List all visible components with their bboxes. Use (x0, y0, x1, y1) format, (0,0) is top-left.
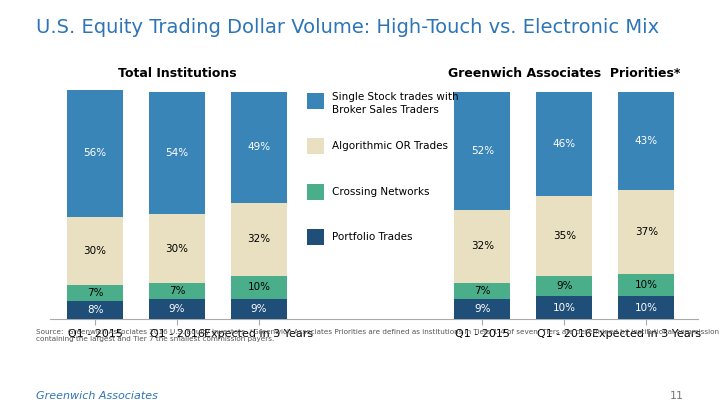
FancyBboxPatch shape (307, 138, 324, 154)
Bar (149, 283, 205, 299)
Text: 10%: 10% (553, 303, 576, 312)
Bar (454, 210, 510, 283)
Text: 43%: 43% (635, 136, 658, 146)
Text: 30%: 30% (84, 246, 107, 256)
Text: 35%: 35% (553, 231, 576, 241)
FancyBboxPatch shape (307, 229, 324, 245)
Bar (536, 92, 593, 196)
Bar (149, 214, 205, 283)
Text: 46%: 46% (553, 139, 576, 149)
FancyBboxPatch shape (307, 93, 324, 109)
Text: 32%: 32% (248, 234, 271, 245)
Text: Greenwich Associates: Greenwich Associates (36, 391, 158, 401)
Text: 7%: 7% (87, 288, 104, 298)
Text: Portfolio Trades: Portfolio Trades (332, 232, 413, 242)
Bar (67, 301, 123, 319)
Text: Algorithmic OR Trades: Algorithmic OR Trades (332, 142, 448, 151)
Text: 9%: 9% (556, 281, 572, 291)
Text: Greenwich Associates  Priorities*: Greenwich Associates Priorities* (448, 67, 680, 81)
Text: 9%: 9% (168, 304, 185, 314)
Bar (67, 285, 123, 301)
Text: 56%: 56% (84, 148, 107, 158)
Text: 10%: 10% (635, 280, 658, 290)
Text: 9%: 9% (251, 304, 267, 314)
Text: 7%: 7% (168, 285, 185, 296)
Bar (618, 296, 674, 319)
Bar (231, 203, 287, 276)
Text: 30%: 30% (166, 244, 189, 254)
Bar (536, 276, 593, 296)
Text: 11: 11 (670, 391, 684, 401)
FancyBboxPatch shape (307, 184, 324, 200)
Bar (231, 299, 287, 319)
Text: 32%: 32% (471, 241, 494, 251)
Text: 52%: 52% (471, 146, 494, 156)
Text: 54%: 54% (166, 148, 189, 158)
Bar (149, 299, 205, 319)
Bar (454, 283, 510, 299)
Bar (618, 274, 674, 296)
Bar (231, 276, 287, 299)
Bar (67, 217, 123, 285)
Bar (618, 92, 674, 189)
Text: U.S. Equity Trading Dollar Volume: High-Touch vs. Electronic Mix: U.S. Equity Trading Dollar Volume: High-… (36, 18, 659, 37)
Bar (536, 196, 593, 276)
Text: 8%: 8% (87, 305, 104, 315)
Text: 7%: 7% (474, 285, 490, 296)
Text: Source:  Greenwich Associates 2016 U.S. Equity Investors. *Greenwich Associates : Source: Greenwich Associates 2016 U.S. E… (36, 329, 720, 342)
Text: Single Stock trades with: Single Stock trades with (332, 92, 459, 103)
Text: Total Institutions: Total Institutions (117, 67, 236, 81)
Text: 49%: 49% (248, 142, 271, 153)
Bar (149, 92, 205, 214)
Text: 37%: 37% (635, 227, 658, 236)
Text: Crossing Networks: Crossing Networks (332, 187, 429, 197)
Bar (231, 92, 287, 203)
Text: 10%: 10% (248, 282, 271, 292)
Bar (67, 90, 123, 217)
Bar (536, 296, 593, 319)
Bar (618, 189, 674, 274)
Text: Broker Sales Traders: Broker Sales Traders (332, 105, 438, 115)
Text: 10%: 10% (635, 303, 658, 312)
Text: 9%: 9% (474, 304, 490, 314)
Bar (454, 92, 510, 210)
Bar (454, 299, 510, 319)
